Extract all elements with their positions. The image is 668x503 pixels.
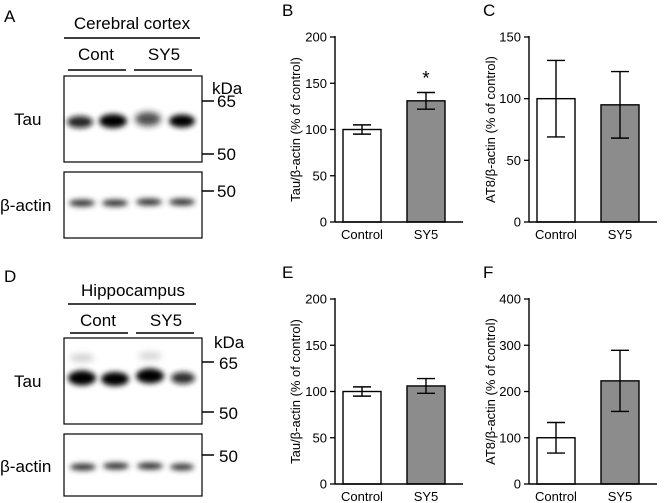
panel-letter: F [483,263,493,282]
chart-panel-e: E Tau/β-actin (% of control) 0 50 100 150 200 C… [282,263,463,503]
bar [406,100,446,223]
y-axis-label: AT8/β-actin (% of control) [483,318,498,465]
group-label-control: Cont [78,45,114,64]
marker-label: 50 [217,182,236,201]
tau-blot-image [63,337,203,425]
beta-actin-blot-image [63,171,203,239]
y-tick-label: 150 [499,30,521,45]
row-label-tau: Tau [14,110,41,129]
panel-letter: B [282,1,293,20]
bar [342,128,382,223]
marker-label: 50 [219,447,238,466]
bar-charts: B Tau/β-actin (% of control) 0 50 100 150 200 C… [282,1,657,503]
panel-letter: C [483,1,495,20]
row-label-tau: Tau [14,372,41,391]
y-tick-label: 300 [499,338,521,353]
y-tick-label: 200 [305,30,327,45]
y-tick-label: 100 [305,122,327,137]
x-tick-label: Control [341,227,383,242]
chart-panel-b: B Tau/β-actin (% of control) 0 50 100 150 200 C… [282,1,463,242]
bar [342,390,382,485]
marker-label: 65 [217,92,236,111]
x-tick-label: Control [535,489,577,503]
y-tick-label: 0 [320,477,327,492]
marker-label: 50 [217,145,236,164]
row-label-beta-actin: β-actin [0,196,51,215]
y-tick-label: 100 [499,91,521,106]
y-tick-label: 0 [514,215,521,230]
chart-panel-c: C AT8/β-actin (% of control) 0 50 100 150 Cont… [483,1,657,242]
y-axis-label: AT8/β-actin (% of control) [483,56,498,203]
y-tick-label: 400 [499,292,521,307]
panel-letter: A [4,7,16,26]
x-tick-label: Control [535,227,577,242]
y-tick-label: 100 [305,384,327,399]
kda-label: kDa [212,79,243,98]
panel-letter: D [4,267,16,286]
y-axis-label: Tau/β-actin (% of control) [288,319,303,464]
x-tick-label: SY5 [608,489,633,503]
y-tick-label: 50 [507,153,521,168]
beta-actin-blot-image [63,433,203,497]
x-tick-label: SY5 [414,489,439,503]
kda-label: kDa [214,333,245,352]
y-tick-label: 50 [313,168,327,183]
bar [406,385,446,485]
y-tick-label: 0 [514,477,521,492]
group-label-sy5: SY5 [150,311,182,330]
chart-panel-f: F AT8/β-actin (% of control) 0 100 200 300 400… [483,263,657,503]
significance-marker: * [422,69,430,90]
group-label-control: Cont [80,311,116,330]
x-tick-label: SY5 [608,227,633,242]
y-tick-label: 0 [320,215,327,230]
y-tick-label: 150 [305,338,327,353]
y-tick-label: 100 [499,430,521,445]
blot-panel-a: A Cerebral cortex Cont SY5 kDa Tau 65 50… [0,7,243,239]
x-tick-label: SY5 [414,227,439,242]
blot-panel-d: D Hippocampus Cont SY5 kDa Tau 65 50 β-a… [0,267,245,497]
panel-letter: E [282,263,293,282]
group-label-sy5: SY5 [148,45,180,64]
region-label: Cerebral cortex [74,14,191,33]
y-tick-label: 200 [499,384,521,399]
tau-blot-image [63,75,203,163]
y-axis-label: Tau/β-actin (% of control) [288,57,303,202]
y-tick-label: 50 [313,430,327,445]
region-label: Hippocampus [81,281,185,300]
y-tick-label: 150 [305,76,327,91]
marker-label: 50 [219,404,238,423]
row-label-beta-actin: β-actin [0,457,51,476]
x-tick-label: Control [341,489,383,503]
marker-label: 65 [219,354,238,373]
y-tick-label: 200 [305,292,327,307]
